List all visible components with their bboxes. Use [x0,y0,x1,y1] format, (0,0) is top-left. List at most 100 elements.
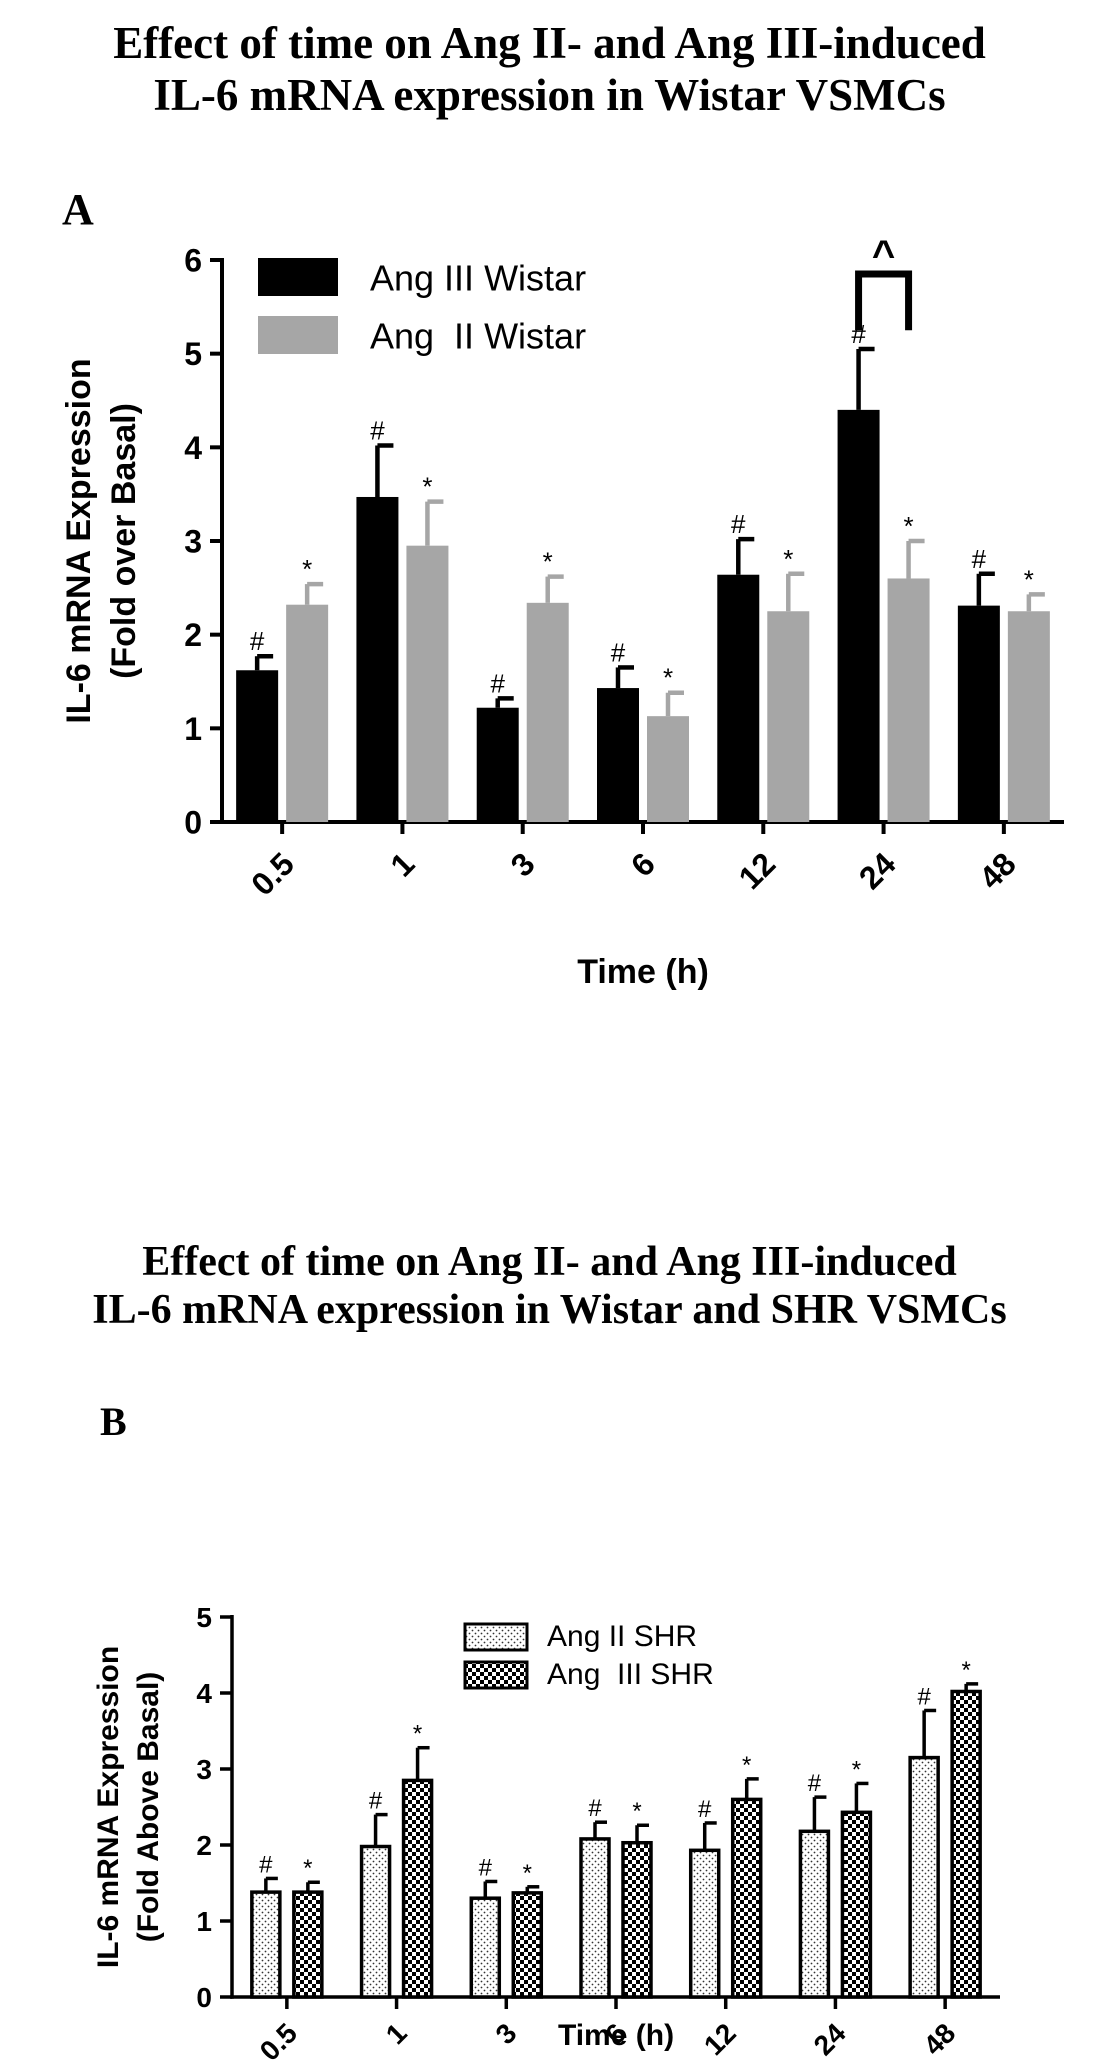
bar-ang-ii-shr-3 [469,1896,502,1999]
y-tick-label: 2 [184,617,202,653]
y-axis-title-line1: IL-6 mRNA Expression [92,1646,125,1968]
significance-bracket [855,270,913,331]
y-tick-label: 5 [184,336,202,372]
significance-marker: * [523,1860,532,1887]
significance-marker: * [904,511,914,541]
significance-marker: # [731,509,746,539]
significance-marker: * [852,1756,861,1783]
bar-ang-iii-wistar-0.5 [236,670,279,822]
bar-ang-iii-wistar-12 [717,574,760,822]
significance-marker: * [543,547,553,577]
x-axis-title: Time (h) [577,953,709,991]
legend-label-2: Ang III SHR [547,1658,714,1691]
bar-ang-iii-shr-48 [950,1689,982,1999]
chart-title-b-line1: Effect of time on Ang II- and Ang III-in… [142,1239,957,1285]
significance-marker: # [259,1851,273,1878]
x-tick-label: 3 [490,2017,523,2050]
bar-ang-ii-shr-6 [579,1837,611,1999]
bar-ang-iii-wistar-24 [837,409,880,822]
significance-marker: # [917,1683,931,1710]
significance-marker: # [588,1795,602,1822]
bar-ang-iii-wistar-6 [597,688,639,822]
legend-swatch-2 [258,316,338,354]
panel-label-a: A [62,185,94,234]
chart-title-b: Effect of time on Ang II- and Ang III-in… [0,1238,1099,1335]
bar-ang-iii-shr-6 [621,1840,653,1999]
significance-marker: * [742,1752,751,1779]
significance-marker: # [370,415,385,445]
significance-marker: * [632,1798,641,1825]
bar-ang-ii-shr-12 [688,1848,721,1999]
significance-marker: * [783,544,793,574]
significance-marker: * [302,554,312,584]
bar-ang-ii-wistar-24 [887,578,930,822]
y-tick-label: 3 [184,524,202,560]
bar-ang-iii-shr-0.5 [292,1890,324,1999]
legend-label-2: Ang II Wistar [370,315,586,356]
panel-label-b: B [100,1399,127,1444]
legend-swatch-1 [258,258,338,296]
legend-label-1: Ang II SHR [547,1620,697,1653]
bar-ang-ii-shr-48 [908,1755,940,1999]
chart-title-a: Effect of time on Ang II- and Ang III-in… [0,18,1099,122]
y-tick-label: 0 [184,805,202,841]
bar-ang-iii-shr-24 [840,1810,873,1999]
significance-marker: * [422,472,432,502]
y-axis-title-line2: (Fold over Basal) [105,403,143,679]
significance-marker: * [303,1855,312,1882]
x-tick-label: 1 [380,2017,413,2050]
bar-ang-ii-shr-1 [359,1844,392,1999]
legend-label-1: Ang III Wistar [370,257,586,298]
x-axis-title: Time (h) [558,2019,674,2052]
y-tick-label: 1 [196,1906,212,1937]
significance-marker: * [413,1721,422,1748]
y-tick-label: 2 [196,1830,212,1861]
bar-ang-ii-wistar-1 [406,545,449,822]
legend-swatch-1 [463,1622,529,1652]
significance-marker: # [250,626,265,656]
x-tick-label: 0.5 [254,2017,303,2066]
chart-title-a-line1: Effect of time on Ang II- and Ang III-in… [113,18,986,68]
bar-ang-iii-wistar-3 [476,707,519,822]
y-axis-title-line1: IL-6 mRNA Expression [60,358,98,723]
significance-marker: # [611,637,626,667]
y-tick-label: 5 [196,1602,212,1633]
bracket-annotation: ^ [872,233,895,277]
bar-ang-iii-shr-12 [730,1797,763,1999]
y-tick-label: 1 [184,711,202,747]
significance-marker: # [490,668,505,698]
bar-ang-iii-wistar-48 [957,605,1000,822]
bar-ang-iii-wistar-1 [356,496,399,822]
significance-marker: * [961,1657,970,1684]
legend-swatch-2 [463,1660,529,1690]
significance-marker: # [479,1854,493,1881]
bar-ang-ii-wistar-0.5 [286,604,329,822]
bar-ang-ii-shr-24 [798,1829,831,1999]
significance-marker: # [698,1796,712,1823]
y-tick-label: 6 [184,243,202,279]
significance-marker: * [663,663,673,693]
y-tick-label: 0 [196,1982,212,2013]
significance-marker: # [369,1788,383,1815]
bar-ang-ii-wistar-6 [647,716,689,822]
bar-ang-iii-shr-1 [401,1778,434,1999]
x-tick-label: 24 [808,2017,852,2061]
y-tick-label: 4 [184,430,202,466]
x-tick-label: 12 [698,2017,742,2061]
bar-ang-ii-shr-0.5 [250,1890,282,1999]
x-tick-label: 48 [917,2017,961,2061]
chart-title-a-line2: IL-6 mRNA expression in Wistar VSMCs [153,69,946,120]
y-tick-label: 3 [196,1754,212,1785]
y-axis-title-line2: (Fold Above Basal) [132,1672,165,1943]
bar-ang-iii-shr-3 [511,1891,544,1999]
bar-ang-ii-wistar-48 [1007,611,1050,822]
significance-marker: # [972,544,987,574]
chart-title-b-line2: IL-6 mRNA expression in Wistar and SHR V… [92,1287,1007,1334]
bar-ang-ii-wistar-3 [526,602,569,822]
y-tick-label: 4 [196,1678,212,1709]
significance-marker: * [1024,564,1034,594]
significance-marker: # [808,1770,822,1797]
bar-ang-ii-wistar-12 [767,611,810,822]
